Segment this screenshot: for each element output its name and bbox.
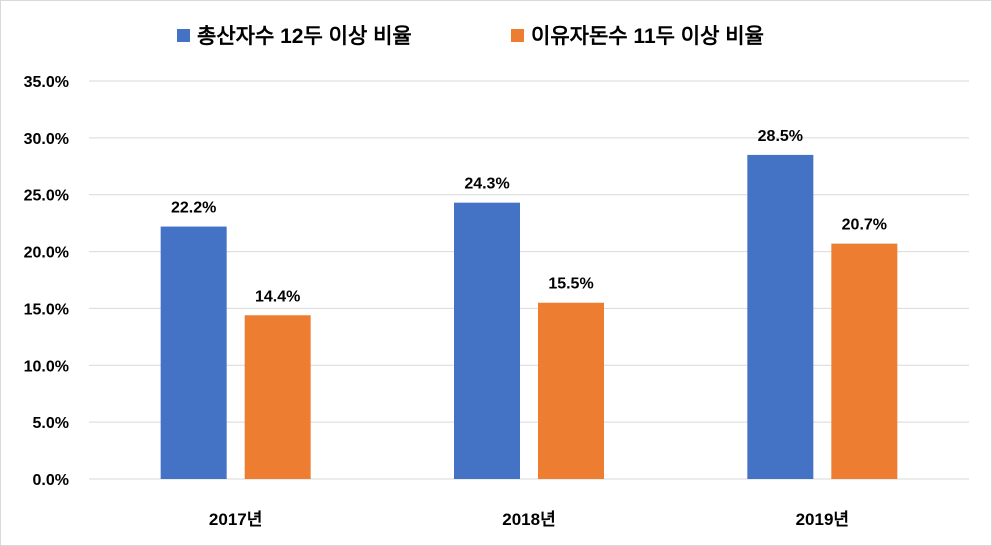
bar-total-born-2 xyxy=(747,154,814,479)
y-tick-label: 30.0% xyxy=(24,131,69,148)
bar-weaned-0 xyxy=(244,315,311,479)
x-category-label: 2017년 xyxy=(209,510,262,529)
y-axis: 0.0% 5.0% 10.0% 15.0% 20.0% 25.0% 30.0% 35.0% xyxy=(24,74,69,489)
legend-label: 총산자수 12두 이상 비율 xyxy=(197,25,412,48)
data-label: 20.7% xyxy=(842,217,887,234)
bar-weaned-2 xyxy=(831,243,898,479)
legend-label: 이유자돈수 11두 이상 비율 xyxy=(531,25,764,48)
data-label: 28.5% xyxy=(758,128,803,145)
x-category-label: 2019년 xyxy=(796,510,849,529)
bars xyxy=(160,154,898,479)
x-category-label: 2018년 xyxy=(502,510,555,529)
y-tick-label: 5.0% xyxy=(33,415,69,432)
data-labels: 22.2% 14.4% 24.3% 15.5% 28.5% 20.7% xyxy=(171,128,887,305)
data-label: 24.3% xyxy=(464,176,509,193)
data-label: 14.4% xyxy=(255,288,300,305)
legend: 총산자수 12두 이상 비율 이유자돈수 11두 이상 비율 xyxy=(177,25,764,48)
data-label: 22.2% xyxy=(171,200,216,217)
y-tick-label: 35.0% xyxy=(24,74,69,91)
legend-swatch xyxy=(511,29,524,42)
y-tick-label: 10.0% xyxy=(24,358,69,375)
legend-swatch xyxy=(177,29,190,42)
gridlines xyxy=(89,80,969,480)
y-tick-label: 20.0% xyxy=(24,245,69,262)
y-tick-label: 25.0% xyxy=(24,188,69,205)
y-tick-label: 0.0% xyxy=(33,472,69,489)
y-tick-label: 15.0% xyxy=(24,301,69,318)
bar-total-born-0 xyxy=(160,226,227,479)
bar-total-born-1 xyxy=(454,202,520,479)
bar-weaned-1 xyxy=(538,302,604,479)
data-label: 15.5% xyxy=(548,276,593,293)
x-axis: 2017년 2018년 2019년 xyxy=(209,510,849,529)
